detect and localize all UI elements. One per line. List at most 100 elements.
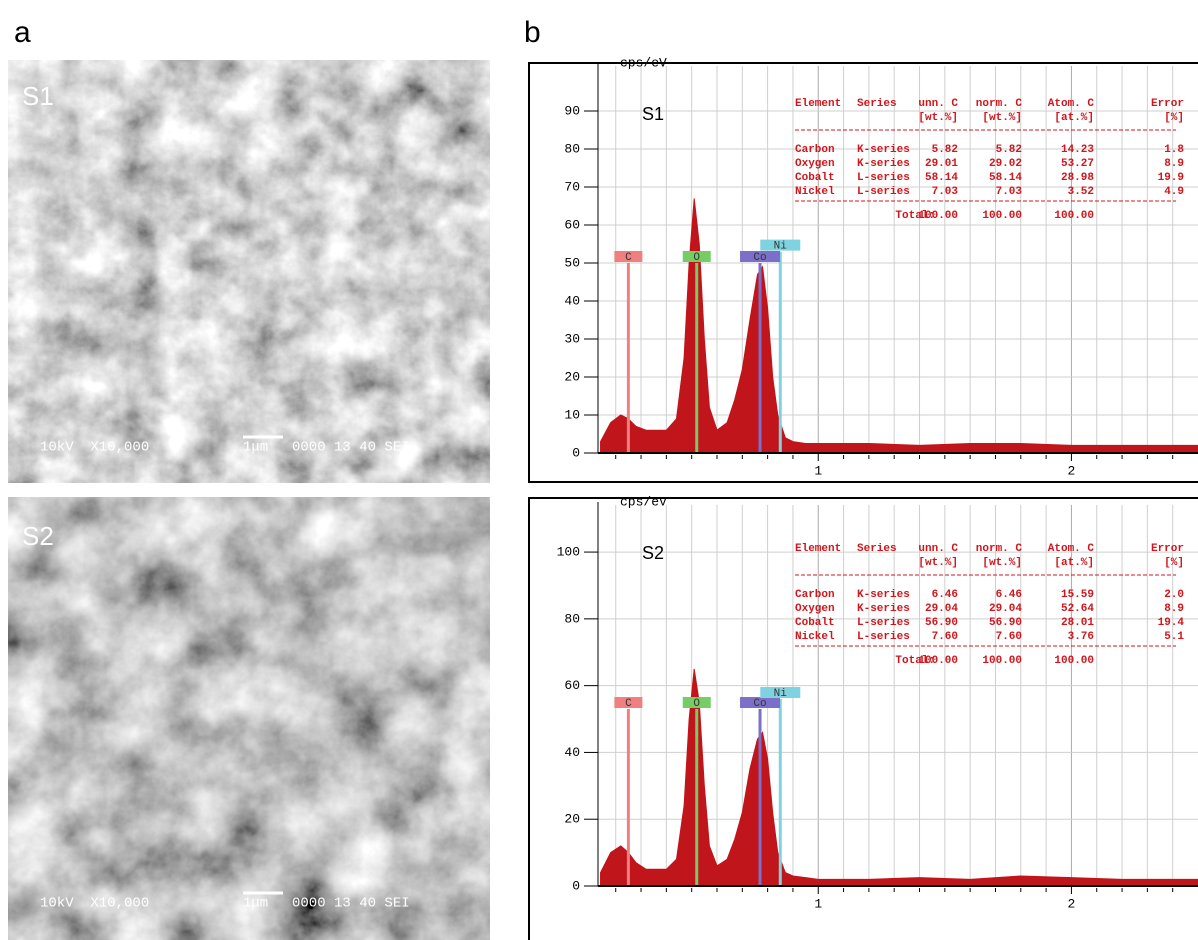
sem-texture: [8, 497, 490, 940]
table-unit: [wt.%]: [918, 557, 958, 569]
table-total: Total:: [895, 210, 935, 222]
table-unit: [wt.%]: [918, 112, 958, 124]
table-cell: 58.14: [989, 172, 1022, 184]
table-cell: Nickel: [795, 186, 835, 198]
sem-caption: 10kV X10,000: [40, 440, 149, 456]
table-cell: 15.59: [1061, 589, 1094, 601]
y-tick-label: 0: [572, 878, 580, 893]
element-tag-label: Ni: [774, 241, 788, 253]
element-tag-label: O: [693, 698, 700, 710]
table-cell: Oxygen: [795, 603, 835, 615]
sem-texture: [8, 60, 490, 483]
table-cell: 3.52: [1068, 186, 1094, 198]
table-cell: 8.9: [1164, 603, 1184, 615]
spectrum-area: [600, 198, 1198, 454]
table-unit: [%]: [1164, 557, 1184, 569]
table-cell: Carbon: [795, 589, 835, 601]
x-tick-label: 2: [1068, 896, 1076, 911]
y-tick-label: 60: [564, 217, 580, 232]
sem-code: 0000 13 40 SEI: [292, 896, 410, 912]
y-tick-label: 0: [572, 445, 580, 460]
table-cell: 6.46: [996, 589, 1022, 601]
table-unit: [at.%]: [1054, 112, 1094, 124]
y-tick-label: 40: [564, 293, 580, 308]
table-unit: [%]: [1164, 112, 1184, 124]
panel-label: b: [524, 16, 541, 49]
element-tag-label: Ni: [774, 688, 788, 700]
x-tick-label: 1: [814, 896, 822, 911]
element-tag: [760, 687, 801, 698]
table-cell: 1.8: [1164, 144, 1184, 156]
table-cell: 7.03: [996, 186, 1023, 198]
table-total: 100.00: [982, 655, 1022, 667]
y-tick-label: 30: [564, 331, 580, 346]
table-cell: 14.23: [1061, 144, 1094, 156]
element-tag-label: O: [693, 252, 700, 264]
table-cell: 7.60: [932, 631, 958, 643]
element-tag: [740, 251, 781, 262]
table-cell: L-series: [857, 186, 910, 198]
y-tick-label: 20: [564, 812, 580, 827]
element-tag: [614, 251, 643, 262]
table-cell: 7.03: [932, 186, 959, 198]
spectrum-chart: 0 20 40 60 80 100 C O Co Ni 1 2 cps/eV S2 Element Serie…: [528, 494, 1198, 940]
table-cell: 56.90: [925, 617, 958, 629]
table-cell: 5.1: [1164, 631, 1184, 643]
x-tick-label: 2: [1068, 463, 1076, 478]
sem-label: S2: [22, 521, 54, 551]
table-cell: Cobalt: [795, 172, 835, 184]
table-cell: L-series: [857, 631, 910, 643]
table-total: 100.00: [1054, 210, 1094, 222]
table-header: unn. C: [918, 98, 958, 110]
y-tick-label: 90: [564, 103, 580, 118]
spectrum-chart: 0 10 20 30 40 50 60 70 80 90 C O Co Ni 1 2 cps/eV S1 Eleme…: [528, 55, 1198, 483]
table-total: Total:: [895, 655, 935, 667]
element-tag-label: C: [625, 252, 632, 264]
table-header: Series: [857, 543, 897, 555]
table-cell: 28.98: [1061, 172, 1094, 184]
table-cell: L-series: [857, 617, 910, 629]
table-total: 100.00: [1054, 655, 1094, 667]
table-cell: 5.82: [996, 144, 1022, 156]
chart-frame: [528, 62, 1198, 483]
table-header: Series: [857, 98, 897, 110]
table-cell: K-series: [857, 144, 910, 156]
y-axis-label: cps/eV: [620, 494, 667, 509]
y-tick-label: 100: [557, 545, 580, 560]
element-tag-label: Co: [753, 698, 766, 710]
plot-area: [598, 505, 1198, 887]
element-tag-label: Co: [753, 252, 766, 264]
sem-caption: 10kV X10,000: [40, 896, 149, 912]
x-tick-label: 1: [814, 463, 822, 478]
table-total: 100.00: [982, 210, 1022, 222]
table-unit: [wt.%]: [982, 557, 1022, 569]
element-tag: [682, 251, 711, 262]
table-cell: 53.27: [1061, 158, 1094, 170]
table-unit: [wt.%]: [982, 112, 1022, 124]
element-tag: [614, 697, 643, 709]
table-cell: Cobalt: [795, 617, 835, 629]
table-total: 100.00: [918, 655, 958, 667]
sem-label: S1: [22, 81, 54, 111]
table-cell: L-series: [857, 172, 910, 184]
sem-scale: 1μm: [243, 440, 268, 456]
table-cell: 56.90: [989, 617, 1022, 629]
table-cell: Nickel: [795, 631, 835, 643]
table-cell: Carbon: [795, 144, 835, 156]
table-cell: 58.14: [925, 172, 958, 184]
y-tick-label: 50: [564, 255, 580, 270]
table-cell: 3.76: [1068, 631, 1094, 643]
table-total: 100.00: [918, 210, 958, 222]
table-header: norm. C: [976, 543, 1023, 555]
sem-image: S1 10kV X10,000 1μm 0000 13 40 SEI: [8, 60, 490, 483]
table-unit: [at.%]: [1054, 557, 1094, 569]
chart-label: S2: [642, 543, 664, 563]
table-cell: 28.01: [1061, 617, 1094, 629]
table-header: Element: [795, 98, 841, 110]
y-tick-label: 10: [564, 407, 580, 422]
table-header: unn. C: [918, 543, 958, 555]
table-cell: 4.9: [1164, 186, 1184, 198]
y-tick-label: 80: [564, 611, 580, 626]
table-cell: 29.04: [925, 603, 958, 615]
table-cell: 2.0: [1164, 589, 1184, 601]
